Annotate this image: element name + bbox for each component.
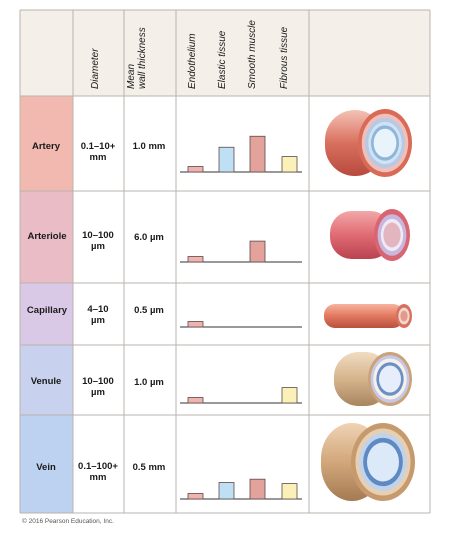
venule-illustration — [334, 352, 412, 406]
diameter-vein-line2: mm — [89, 472, 107, 483]
row-label-capillary: Capillary — [26, 305, 68, 316]
capillary-illustration — [324, 304, 412, 328]
bar-artery-endothelium — [187, 166, 204, 173]
bar-venule-fibrous — [281, 387, 298, 404]
row-band-arteriole — [20, 191, 73, 283]
row-label-arteriole: Arteriole — [27, 231, 67, 242]
wall-arteriole: 6.0 µm — [134, 232, 164, 243]
bar-vein-smooth-muscle — [249, 478, 266, 500]
row-band-capillary — [20, 283, 73, 345]
header-endothelium: Endothelium — [187, 33, 198, 89]
bar-venule-endothelium — [187, 397, 204, 404]
diameter-artery-line1: 0.1–10+ — [80, 141, 116, 152]
row-label-artery: Artery — [32, 141, 60, 152]
artery-illustration — [325, 109, 412, 177]
bar-vein-endothelium — [187, 493, 204, 500]
diameter-vein-line1: 0.1–100+ — [78, 461, 118, 472]
diameter-arteriole-line2: µm — [91, 241, 105, 252]
header-smooth-muscle: Smooth muscle — [247, 20, 258, 89]
row-band-artery — [20, 96, 73, 191]
row-label-vein: Vein — [36, 462, 56, 473]
row-band-vein — [20, 415, 73, 513]
wall-venule: 1.0 µm — [134, 377, 164, 388]
header-wall-thickness-line1: Mean — [126, 63, 137, 89]
row-label-venule: Venule — [30, 376, 62, 387]
diameter-capillary-line1: 4–10 — [87, 304, 109, 315]
copyright-notice: © 2016 Pearson Education, Inc. — [22, 518, 114, 525]
header-fibrous-tissue: Fibrous tissue — [279, 26, 290, 89]
bar-capillary-endothelium — [187, 321, 204, 328]
bar-vein-fibrous — [281, 483, 298, 500]
header-background — [20, 10, 430, 96]
header-wall-thickness-line2: wall thickness — [137, 27, 148, 89]
diameter-venule-line1: 10–100 — [82, 376, 114, 387]
header-elastic-tissue: Elastic tissue — [217, 30, 228, 89]
diameter-artery-line2: mm — [89, 152, 107, 163]
bar-vein-elastic — [218, 482, 235, 500]
row-band-venule — [20, 345, 73, 415]
bar-arteriole-smooth-muscle — [249, 240, 266, 263]
diameter-capillary-line2: µm — [91, 315, 105, 326]
wall-capillary: 0.5 µm — [134, 305, 164, 316]
arteriole-illustration — [330, 209, 410, 261]
bar-artery-elastic — [218, 146, 235, 173]
wall-artery: 1.0 mm — [132, 141, 166, 152]
header-diameter: Diameter — [90, 48, 101, 89]
diameter-arteriole-line1: 10–100 — [82, 230, 114, 241]
vein-illustration — [321, 423, 415, 501]
diameter-venule-line2: µm — [91, 387, 105, 398]
bar-arteriole-endothelium — [187, 256, 204, 263]
bar-artery-smooth-muscle — [249, 135, 266, 173]
bar-artery-fibrous — [281, 156, 298, 173]
wall-vein: 0.5 mm — [132, 462, 166, 473]
